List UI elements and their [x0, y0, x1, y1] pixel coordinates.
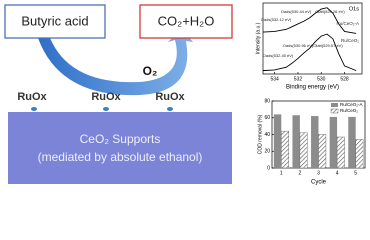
- y-tick-label: 80: [264, 98, 270, 104]
- series-label: Ru/CeO₂-A: [336, 21, 359, 26]
- support: CeO₂ Supports: [80, 132, 161, 146]
- x-tick-label: 3: [317, 170, 320, 176]
- reactant: Butyric acid: [21, 13, 88, 28]
- spectrum-line: [262, 33, 357, 72]
- x-tick-label: 4: [336, 170, 339, 176]
- bar: [281, 130, 289, 169]
- plot-frame: [262, 2, 363, 75]
- peak-annotation: Olatt(529.57 eV): [313, 43, 343, 48]
- x-tick-label: 534: [270, 76, 279, 82]
- x-tick-label: 530: [317, 76, 326, 82]
- y-axis-label: COD removal (%): [257, 114, 263, 154]
- oxidant: O₂: [143, 64, 158, 78]
- y-tick-label: 20: [264, 149, 270, 155]
- bar: [311, 116, 319, 168]
- bar: [292, 115, 300, 168]
- legend-label: Ru/CeO₂-A: [340, 102, 363, 107]
- support-note: (mediated by absolute ethanol): [38, 150, 203, 164]
- support-block: [8, 112, 232, 184]
- y-tick-label: 0: [267, 165, 270, 171]
- peak-annotation: Oads(532.45 eV): [263, 53, 294, 58]
- site-dot: [103, 107, 109, 111]
- graphical-abstract: Butyric acid CO₂+H₂O O₂ RuOx RuOx RuOx C…: [4, 2, 366, 186]
- reactant-box: [4, 4, 106, 39]
- site: RuOx: [155, 91, 185, 103]
- spectrum-line: [262, 7, 357, 34]
- x-tick-label: 528: [340, 76, 349, 82]
- y-tick-label: 60: [264, 115, 270, 121]
- bar: [299, 132, 308, 169]
- site-dot: [167, 107, 173, 111]
- site: RuOx: [91, 91, 121, 103]
- bar: [355, 139, 364, 169]
- x-tick-label: 5: [354, 170, 357, 176]
- peak-annotation: Oads(530.96 eV): [283, 43, 314, 48]
- reaction-arrow: [38, 28, 193, 96]
- panel-label: O1s: [349, 6, 359, 12]
- y-tick-label: 40: [264, 132, 270, 138]
- peak-annotation: Olatt(529.26 eV): [315, 9, 345, 14]
- peak-annotation: Oads(530.44 eV): [281, 9, 312, 14]
- bar: [336, 136, 345, 169]
- series-label: Ru/CeO₂: [341, 38, 359, 43]
- legend-swatch: [331, 103, 338, 107]
- site-dot: [31, 107, 37, 111]
- product: CO₂+H₂O: [158, 13, 215, 28]
- legend-swatch: [330, 108, 339, 114]
- x-tick-label: 1: [280, 170, 283, 176]
- x-tick-label: 532: [294, 76, 303, 82]
- x-axis-label: Cycle: [311, 180, 327, 186]
- peak-annotation: Oads(532.12 eV): [261, 17, 292, 22]
- site: RuOx: [17, 91, 47, 103]
- y-axis-label: Intensity (a.u.): [255, 22, 261, 54]
- bar: [348, 116, 356, 168]
- x-axis-label: Binding energy (eV): [286, 85, 339, 91]
- bar: [273, 114, 282, 168]
- product-box: [139, 4, 233, 39]
- legend-label: Ru/CeO₂: [340, 108, 358, 113]
- bar: [318, 134, 327, 169]
- x-tick-label: 2: [299, 170, 302, 176]
- bar: [329, 116, 338, 168]
